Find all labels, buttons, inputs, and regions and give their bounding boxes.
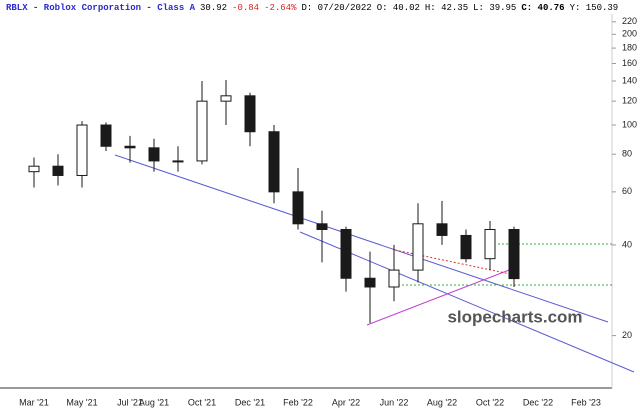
x-tick-label: Apr '22 [332,397,360,407]
x-tick-label: Aug '22 [427,397,457,407]
x-tick-label: Jul '21 [117,397,143,407]
header-item: H: 42.35 [425,3,468,13]
candle-body [484,228,496,260]
header-item: O: 40.02 [377,3,420,13]
candle-body [76,124,88,176]
y-tick-label: 60 [622,186,632,196]
x-tick-label: Dec '22 [523,397,553,407]
y-tick-label: 180 [622,42,637,52]
candle-body [436,223,448,236]
candle-body [52,165,64,176]
y-tick-label: 140 [622,75,637,85]
header: RBLX - Roblox Corporation - Class A 30.92… [6,3,618,13]
candle-body [172,160,184,163]
header-item: L: 39.95 [473,3,516,13]
candle-body [388,269,400,288]
x-tick-label: Jun '22 [380,397,409,407]
y-tick-label: 160 [622,58,637,68]
x-tick-label: Dec '21 [235,397,265,407]
trend-line [366,266,518,326]
x-tick-label: Oct '22 [476,397,504,407]
x-tick-label: Feb '23 [571,397,601,407]
header-item: C: 40.76 [521,3,564,13]
y-tick-label: 120 [622,96,637,106]
candle-body [508,228,520,280]
trend-line [299,231,635,373]
candle-body [460,234,472,260]
candle-body [220,95,232,102]
y-tick-label: 20 [622,330,632,340]
candle-body [268,131,280,193]
y-tick-label: 200 [622,29,637,39]
candle-body [148,147,160,162]
watermark: slopecharts.com [447,307,582,326]
candle-body [196,100,208,162]
candle-body [364,277,376,288]
x-tick-label: Aug '21 [139,397,169,407]
x-tick-label: Oct '21 [188,397,216,407]
candle-body [292,191,304,225]
candle-body [100,124,112,147]
header-item: RBLX - Roblox Corporation - Class A [6,3,196,13]
y-tick-label: 100 [622,119,637,129]
candle-body [412,223,424,271]
candle-body [28,165,40,173]
x-tick-label: Mar '21 [19,397,49,407]
x-tick-label: Feb '22 [283,397,313,407]
y-tick-label: 40 [622,239,632,249]
candle-body [124,145,136,149]
candle-body [316,223,328,230]
header-item: 30.92 [200,3,227,13]
trend-line [114,154,609,323]
header-item: Y: 150.39 [570,3,619,13]
header-item: D: 07/20/2022 [301,3,371,13]
header-item: -2.64% [264,3,297,13]
candle-body [244,95,256,133]
x-tick-label: May '21 [66,397,97,407]
y-tick-label: 80 [622,149,632,159]
y-tick-label: 220 [622,16,637,26]
header-item: -0.84 [232,3,259,13]
candle-body [340,228,352,279]
